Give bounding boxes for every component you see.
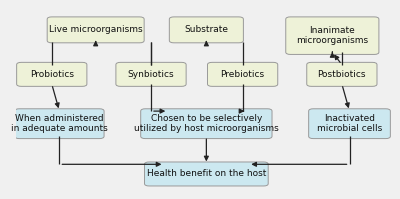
FancyBboxPatch shape — [17, 62, 87, 86]
Text: Synbiotics: Synbiotics — [128, 70, 174, 79]
FancyBboxPatch shape — [169, 17, 243, 43]
FancyBboxPatch shape — [309, 109, 390, 139]
FancyBboxPatch shape — [141, 109, 272, 139]
FancyBboxPatch shape — [144, 162, 268, 186]
FancyBboxPatch shape — [307, 62, 377, 86]
Text: Inactivated
microbial cells: Inactivated microbial cells — [317, 114, 382, 133]
Text: Inanimate
microorganisms: Inanimate microorganisms — [296, 26, 368, 45]
FancyBboxPatch shape — [15, 109, 104, 139]
Text: Prebiotics: Prebiotics — [220, 70, 265, 79]
Text: When administered
in adequate amounts: When administered in adequate amounts — [11, 114, 108, 133]
Text: Chosen to be selectively
utilized by host microorganisms: Chosen to be selectively utilized by hos… — [134, 114, 279, 133]
FancyBboxPatch shape — [47, 17, 144, 43]
FancyBboxPatch shape — [116, 62, 186, 86]
Text: Substrate: Substrate — [184, 25, 228, 34]
FancyBboxPatch shape — [208, 62, 278, 86]
Text: Health benefit on the host: Health benefit on the host — [147, 170, 266, 179]
Text: Postbiotics: Postbiotics — [318, 70, 366, 79]
FancyBboxPatch shape — [286, 17, 379, 55]
Text: Probiotics: Probiotics — [30, 70, 74, 79]
Text: Live microorganisms: Live microorganisms — [49, 25, 142, 34]
